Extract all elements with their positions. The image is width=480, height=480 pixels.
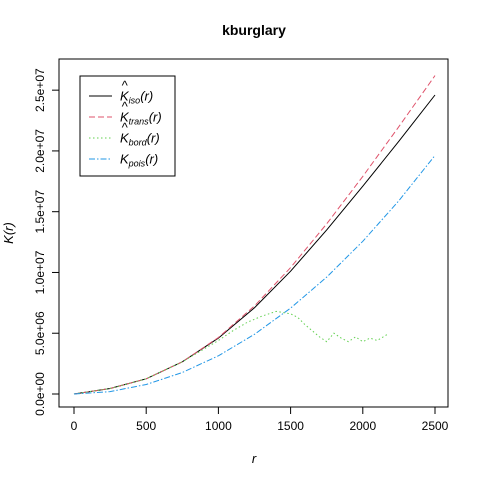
y-tick-label: 1.5e+07	[33, 190, 47, 234]
legend-label-trans: Ktrans(r)	[120, 110, 162, 127]
y-tick-label: 2.0e+07	[33, 129, 47, 173]
x-axis-label: r	[252, 451, 257, 466]
legend: Kiso(r)^Ktrans(r)^Kbord(r)^Kpois(r)	[79, 75, 176, 177]
series-line-bord	[73, 310, 388, 395]
y-tick-label: 1.0e+07	[33, 250, 47, 294]
x-tick-label: 1500	[277, 419, 304, 433]
y-axis-label: K(r)	[1, 222, 16, 244]
legend-label-pois: Kpois(r)	[120, 152, 158, 169]
y-tick-label: 5.0e+06	[33, 311, 47, 355]
legend-label-bord: Kbord(r)	[120, 131, 160, 148]
x-tick-label: 500	[136, 419, 156, 433]
x-axis: 0 500 1000 1500 2000 2500	[71, 406, 449, 433]
x-tick-label: 2500	[422, 419, 449, 433]
legend-label-iso: Kiso(r)	[120, 89, 153, 106]
chart-title: kburglary	[222, 22, 286, 38]
legend-hat-trans: ^	[122, 99, 129, 114]
series-line-pois	[73, 155, 436, 395]
y-tick-label: 2.5e+07	[33, 68, 47, 112]
y-tick-label: 0.0e+00	[33, 372, 47, 416]
legend-hat-iso: ^	[122, 78, 129, 93]
legend-box	[79, 75, 176, 177]
legend-hat-bord: ^	[122, 120, 129, 135]
series-layer	[73, 75, 436, 395]
x-tick-label: 2000	[349, 419, 376, 433]
x-tick-label: 0	[71, 419, 78, 433]
y-axis: 0.0e+00 5.0e+06 1.0e+07 1.5e+07 2.0e+07 2.5e+…	[33, 68, 60, 416]
x-tick-label: 1000	[205, 419, 232, 433]
